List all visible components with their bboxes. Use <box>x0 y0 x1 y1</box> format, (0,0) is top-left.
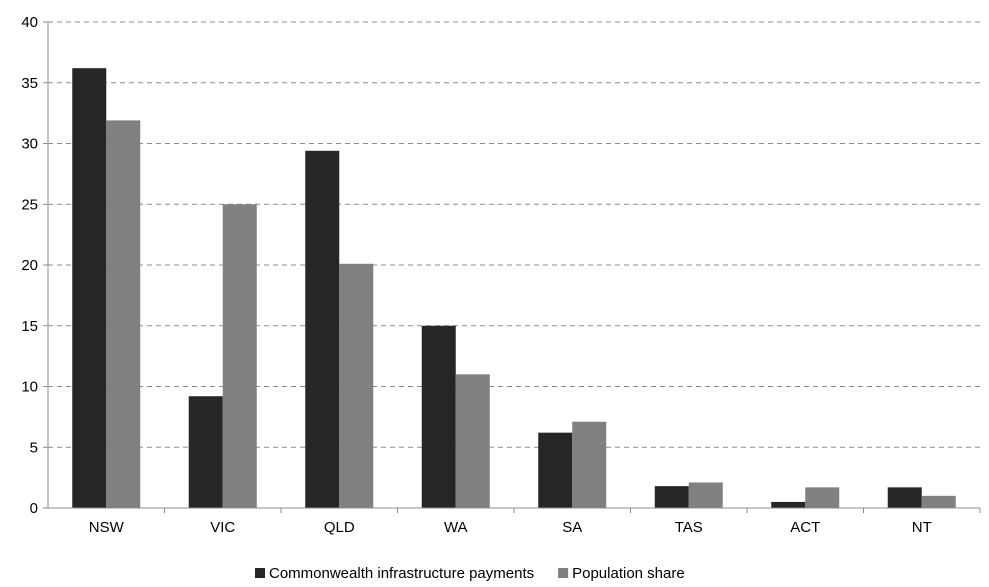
x-tick-label-tas: TAS <box>675 519 703 536</box>
gridlines <box>48 21 980 448</box>
x-axis-ticks: NSW VIC QLD WA SA TAS ACT NT <box>89 508 981 536</box>
legend-label-2: Population share <box>572 565 685 582</box>
x-tick-label-sa: SA <box>562 519 582 536</box>
bar-sa-series-2 <box>572 421 607 508</box>
bar-vic-series-2 <box>222 204 257 508</box>
y-tick-label: 15 <box>21 318 38 335</box>
x-tick-label-wa: WA <box>444 519 468 536</box>
bar-tas-series-2 <box>688 482 723 508</box>
legend-swatch-1 <box>255 568 265 578</box>
bar-nsw-series-2 <box>106 120 141 508</box>
legend: Commonwealth infrastructure payments Popu… <box>255 565 685 582</box>
bar-wa-series-1 <box>421 325 456 508</box>
bar-act-series-2 <box>805 487 840 508</box>
bar-nsw-series-1 <box>72 68 107 509</box>
bars <box>72 68 956 509</box>
y-axis-ticks: 0 5 10 15 20 25 30 35 40 <box>21 14 48 517</box>
bar-qld-series-1 <box>305 150 340 509</box>
y-tick-label: 30 <box>21 136 38 153</box>
y-tick-label: 25 <box>21 196 38 213</box>
bar-wa-series-2 <box>455 374 490 508</box>
bar-act-series-1 <box>771 501 806 508</box>
bar-nt-series-2 <box>921 495 956 508</box>
y-tick-label: 20 <box>21 257 38 274</box>
x-tick-label-vic: VIC <box>210 519 235 536</box>
y-tick-label: 10 <box>21 379 38 396</box>
x-tick-label-nsw: NSW <box>89 519 125 536</box>
y-tick-label: 0 <box>30 500 38 517</box>
y-tick-label: 35 <box>21 75 38 92</box>
bar-qld-series-2 <box>339 263 374 508</box>
bar-vic-series-1 <box>188 396 223 508</box>
y-tick-label: 5 <box>30 439 38 456</box>
bar-sa-series-1 <box>538 432 573 508</box>
x-tick-label-nt: NT <box>912 519 932 536</box>
legend-swatch-2 <box>558 568 569 578</box>
bar-tas-series-1 <box>654 486 689 508</box>
bar-nt-series-1 <box>887 487 922 508</box>
y-tick-label: 40 <box>21 14 38 31</box>
x-tick-label-act: ACT <box>790 519 820 536</box>
legend-label-1: Commonwealth infrastructure payments <box>269 565 534 582</box>
x-tick-label-qld: QLD <box>324 519 355 536</box>
